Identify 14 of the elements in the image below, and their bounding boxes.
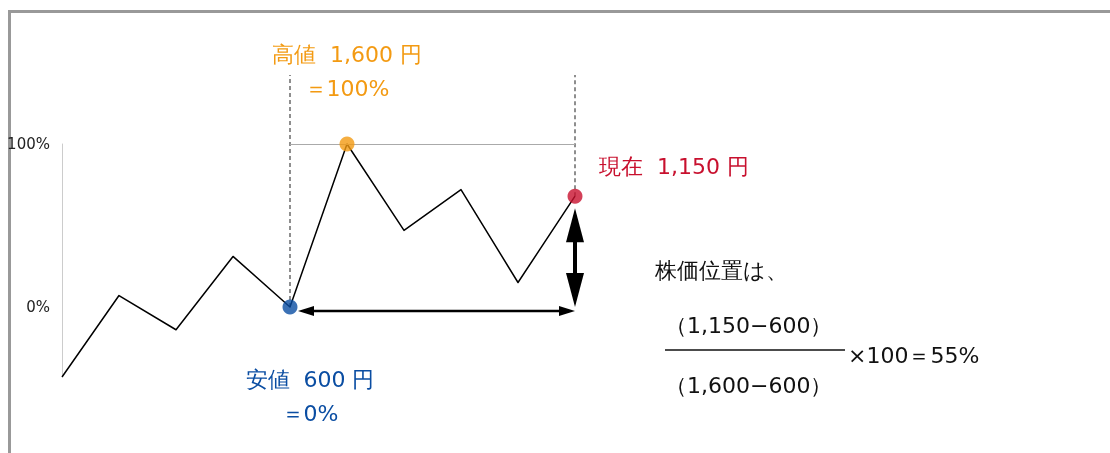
y-tick-label: 0% — [26, 297, 50, 316]
text: ×100＝55% — [848, 342, 980, 368]
text: （1,600−600） — [665, 372, 833, 398]
y-tick-label: 100% — [7, 135, 50, 153]
point — [282, 299, 298, 315]
text: （1,150−600） — [665, 312, 833, 338]
annotation: 現在 1,150 円 — [599, 153, 749, 179]
text: 株価位置は、 — [654, 257, 788, 283]
text: ＝0% — [281, 401, 339, 427]
text: 高値 1,600 円 — [272, 41, 422, 67]
point — [339, 136, 355, 152]
annotation: 安値 600 円 — [245, 367, 375, 393]
point — [567, 188, 583, 204]
text: ＝100% — [304, 75, 390, 101]
